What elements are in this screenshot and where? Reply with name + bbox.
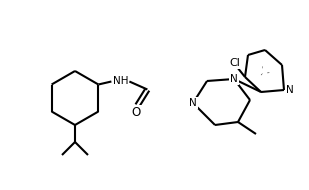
Text: N: N <box>189 98 197 108</box>
Text: N: N <box>230 74 238 84</box>
Text: NH: NH <box>113 77 128 86</box>
Text: Cl: Cl <box>230 58 240 68</box>
Text: N: N <box>286 85 294 95</box>
Text: O: O <box>132 106 141 119</box>
